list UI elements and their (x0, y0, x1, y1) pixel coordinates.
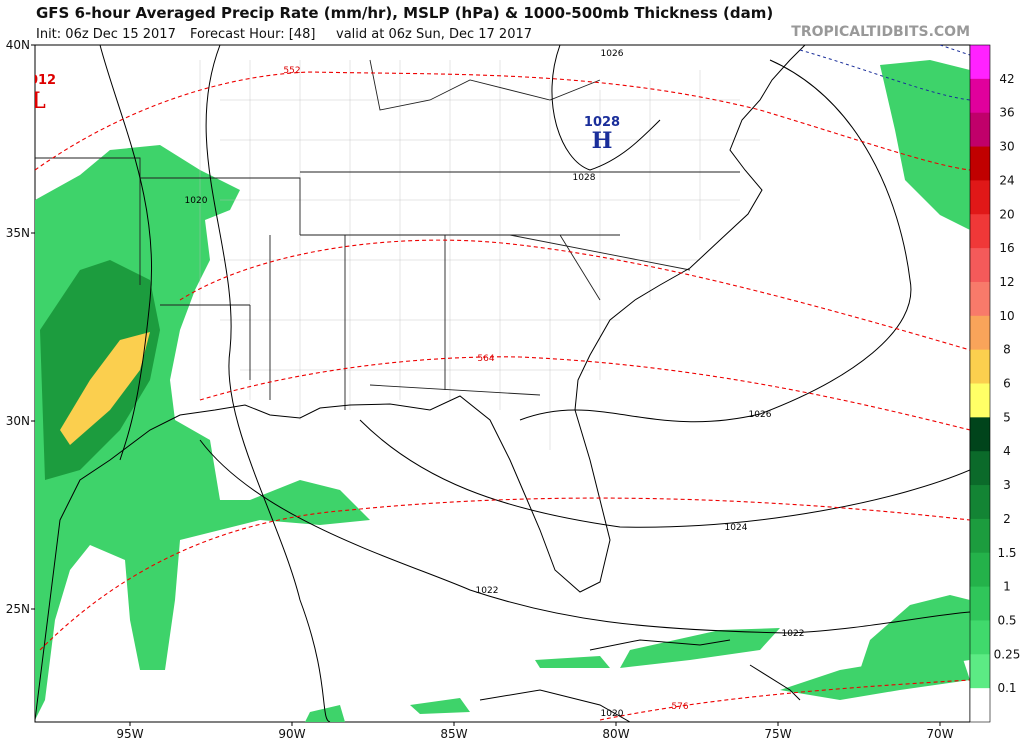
colorbar-label: 4 (1003, 444, 1011, 458)
lon-label: 95W (116, 727, 143, 741)
colorbar-label: 42 (999, 72, 1014, 86)
lon-label: 80W (602, 727, 629, 741)
isobar-label: 1026 (749, 410, 772, 420)
isobar-label: 1022 (782, 629, 805, 639)
thickness-lines (35, 71, 970, 721)
colorbar-swatch (970, 518, 990, 554)
thickness-label: 576 (671, 702, 688, 712)
colorbar-label: 5 (1003, 410, 1011, 424)
lon-label: 85W (440, 727, 467, 741)
colorbar-label: 0.1 (997, 681, 1016, 695)
colorbar-swatch (970, 45, 990, 80)
title: GFS 6-hour Averaged Precip Rate (mm/hr),… (36, 4, 773, 22)
colorbar-swatch (970, 180, 990, 215)
colorbar-label: 0.25 (994, 647, 1021, 661)
colorbar-swatch (970, 451, 990, 486)
colorbar-label: 6 (1003, 377, 1011, 391)
colorbar-swatch (970, 281, 990, 317)
high-symbol: H (592, 128, 613, 154)
lat-label: 35N (6, 226, 30, 240)
init-time: Init: 06z Dec 15 2017 (36, 27, 176, 42)
colorbar-label: 20 (999, 207, 1014, 221)
colorbar-swatch (970, 146, 990, 181)
colorbar-swatch (970, 248, 990, 283)
colorbar: 42 36 30 24 20 16 12 10 8 6 5 4 3 2 1.5 1 0.5 0.25 0.1 (969, 44, 1021, 723)
isobar-label: 1024 (725, 523, 748, 533)
lon-label: 70W (926, 727, 953, 741)
colorbar-swatch (970, 383, 990, 418)
forecast-hour: Forecast Hour: [48] (190, 27, 315, 42)
high-pressure: 1028 (584, 115, 620, 130)
precip (35, 60, 970, 722)
low-symbol: L (30, 88, 45, 114)
colorbar-label: 30 (999, 140, 1014, 154)
source: TROPICALTIDBITS.COM (791, 24, 970, 40)
precip-area (60, 332, 150, 445)
colorbar-swatch (970, 112, 990, 148)
colorbar-label: 10 (999, 309, 1014, 323)
isobar-label: 1020 (185, 196, 208, 206)
colorbar-label: 12 (999, 275, 1014, 289)
colorbar-label: 8 (1003, 343, 1011, 357)
colorbar-swatch (970, 552, 990, 588)
precip-area (880, 60, 970, 230)
map-frame (34, 44, 971, 723)
colorbar-swatch (970, 654, 990, 689)
precip-area (780, 650, 970, 700)
thickness-label: 552 (283, 66, 300, 76)
colorbar-frame (969, 44, 991, 723)
valid-time: valid at 06z Sun, Dec 17 2017 (336, 27, 532, 42)
precip-area (620, 628, 780, 668)
thickness-label: 564 (477, 354, 494, 364)
colorbar-swatch (970, 620, 990, 655)
colorbar-swatch (970, 586, 990, 621)
map-area: 1026 1020 1028 1026 1024 1022 1022 1020 … (20, 44, 971, 723)
lat-label: 30N (6, 414, 30, 428)
isobar-label: 1020 (601, 709, 624, 719)
colorbar-swatch (970, 349, 990, 384)
axes: 40N 35N 30N 25N 95W 90W 85W 80W 75W 70W (6, 38, 954, 741)
colorbar-label: 2 (1003, 512, 1011, 526)
colorbar-label: 36 (999, 106, 1014, 120)
colorbar-label: 24 (999, 173, 1014, 187)
boundaries (35, 45, 806, 722)
colorbar-label: 1 (1003, 580, 1011, 594)
precip-area (305, 656, 610, 722)
low-pressure: 1012 (20, 73, 56, 88)
colorbar-label: 1.5 (997, 546, 1016, 560)
front-line (799, 49, 970, 101)
colorbar-swatch (970, 688, 990, 723)
lon-label: 90W (278, 727, 305, 741)
colorbar-label: 0.5 (997, 613, 1016, 627)
front-line (939, 45, 970, 56)
precip-area (860, 595, 970, 670)
isobar-label: 1022 (476, 586, 499, 596)
colorbar-swatch (970, 315, 990, 351)
lon-label: 75W (764, 727, 791, 741)
colorbar-label: 16 (999, 241, 1014, 255)
isobar-label: 1028 (573, 173, 596, 183)
colorbar-swatch (970, 417, 990, 452)
isobar-label: 1026 (601, 49, 624, 59)
colorbar-swatch (970, 214, 990, 249)
colorbar-swatch (970, 78, 990, 114)
isobars (99, 45, 970, 722)
colorbar-swatch (970, 485, 990, 520)
colorbar-label: 3 (1003, 478, 1011, 492)
lat-label: 40N (6, 38, 30, 52)
lat-label: 25N (6, 602, 30, 616)
